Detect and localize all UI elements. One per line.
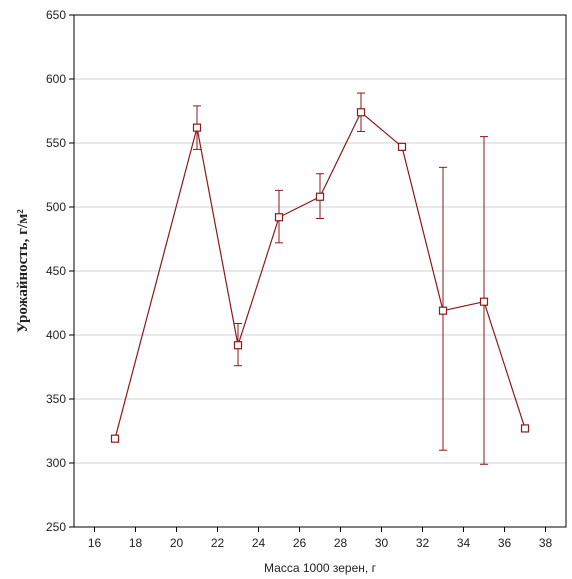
x-tick-label: 32 bbox=[416, 536, 430, 550]
y-tick-label: 600 bbox=[46, 72, 66, 86]
y-tick-label: 500 bbox=[46, 200, 66, 214]
x-tick-label: 18 bbox=[129, 536, 143, 550]
grid-lines bbox=[74, 78, 566, 464]
data-point bbox=[356, 108, 366, 117]
data-point bbox=[438, 306, 448, 315]
data-point bbox=[110, 434, 120, 443]
x-tick-label: 20 bbox=[170, 536, 184, 550]
data-point bbox=[315, 192, 325, 201]
series-polyline bbox=[114, 111, 526, 439]
series-line bbox=[114, 111, 526, 439]
data-point bbox=[274, 213, 284, 222]
y-tick-label: 350 bbox=[46, 392, 66, 406]
y-tick-label: 550 bbox=[46, 136, 66, 150]
x-tick-label: 24 bbox=[252, 536, 266, 550]
y-tick-label: 400 bbox=[46, 328, 66, 342]
x-axis-label: Масса 1000 зерен, г bbox=[264, 561, 377, 575]
x-tick-label: 30 bbox=[375, 536, 389, 550]
y-tick-label: 300 bbox=[46, 456, 66, 470]
x-tick-label: 26 bbox=[293, 536, 307, 550]
y-tick-label: 450 bbox=[46, 264, 66, 278]
x-tick-label: 36 bbox=[498, 536, 512, 550]
data-point bbox=[479, 297, 489, 306]
data-point bbox=[397, 142, 407, 151]
error-bars bbox=[193, 92, 488, 465]
y-tick-label: 250 bbox=[46, 520, 66, 534]
y-tick-label: 650 bbox=[46, 8, 66, 22]
data-point bbox=[192, 123, 202, 132]
y-axis-label: Урожайность, г/м² bbox=[15, 209, 31, 333]
axes: 250 300 350 400 450 500 550 600 650 16 18 20 22 24 26 2… bbox=[46, 8, 567, 550]
x-tick-label: 28 bbox=[334, 536, 348, 550]
x-tick-label: 16 bbox=[88, 536, 102, 550]
x-tick-label: 38 bbox=[539, 536, 553, 550]
x-tick-label: 34 bbox=[457, 536, 471, 550]
data-point bbox=[520, 424, 530, 433]
data-point bbox=[233, 341, 243, 350]
x-tick-label: 22 bbox=[211, 536, 225, 550]
data-points bbox=[110, 108, 530, 443]
